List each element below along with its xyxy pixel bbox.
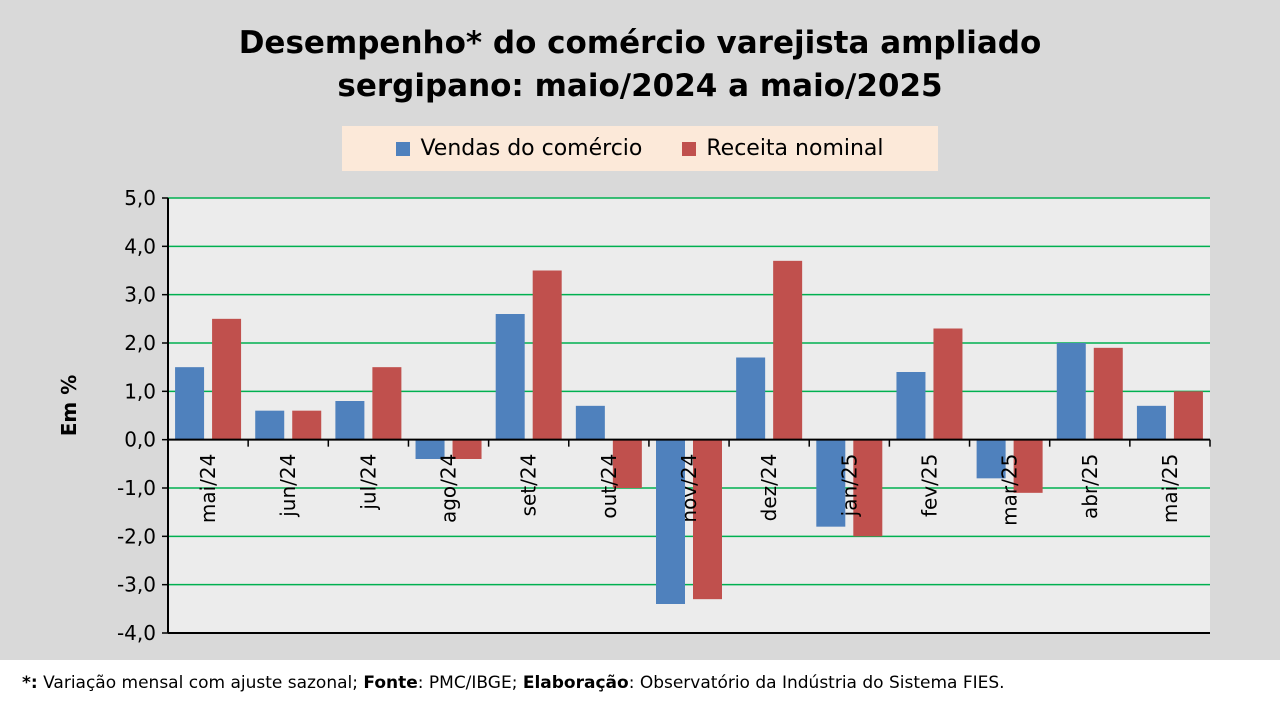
footnote-text-1: Variação mensal com ajuste sazonal; (37, 673, 364, 693)
x-tick-label: nov/24 (677, 454, 701, 523)
legend-swatch-vendas (396, 141, 411, 156)
x-tick-label: mar/25 (998, 454, 1022, 526)
x-tick-label: dez/24 (757, 454, 781, 522)
y-tick-label: 4,0 (124, 234, 156, 258)
bar-receita-nov-24 (693, 439, 722, 600)
bar-vendas-set-24 (495, 314, 525, 440)
y-tick-label: -2,0 (117, 524, 156, 548)
bar-receita-jul-24 (372, 367, 402, 440)
bar-receita-out-24 (612, 439, 642, 488)
legend-swatch-receita (682, 141, 697, 156)
bar-chart: 5,0 4,0 3,0 2,0 1,0 0,0 -1,0 -2,0 -3,0 -4,0 Em % ma… (57, 186, 1211, 645)
y-tick-label: 2,0 (124, 331, 156, 355)
y-tick-label: -1,0 (117, 476, 156, 500)
x-tick-label: fev/25 (917, 454, 941, 517)
legend-item-receita: Receita nominal (682, 136, 884, 161)
footnote-marker: *: (22, 673, 38, 693)
bar-vendas-nov-24 (656, 439, 685, 604)
bar-receita-mar-25 (1013, 439, 1043, 493)
bar-vendas-mai-24 (175, 367, 205, 440)
bar-receita-abr-25 (1093, 347, 1123, 440)
footnote-prepared-label: Elaboração (522, 673, 629, 693)
bar-receita-dez-24 (773, 260, 803, 440)
bar-vendas-mar-25 (976, 439, 1006, 479)
y-axis-title: Em % (57, 375, 81, 437)
bar-vendas-jul-24 (335, 401, 365, 440)
chart-title-line-1: Desempenho* do comércio varejista amplia… (238, 25, 1042, 61)
x-tick-label: mai/25 (1158, 454, 1182, 523)
bar-vendas-dez-24 (736, 357, 766, 440)
bar-vendas-jun-24 (255, 410, 285, 440)
footnote: *: Variação mensal com ajuste sazonal; F… (22, 673, 1005, 693)
bar-vendas-mai-25 (1136, 405, 1166, 440)
bar-receita-jan-25 (853, 439, 883, 537)
x-tick-label: jun/24 (276, 454, 300, 518)
bar-vendas-fev-25 (896, 372, 926, 440)
y-tick-label: 5,0 (124, 186, 156, 210)
legend-label-vendas: Vendas do comércio (420, 136, 643, 161)
y-tick-label: 3,0 (124, 283, 156, 307)
y-tick-label: 1,0 (124, 379, 156, 403)
bar-receita-fev-25 (933, 328, 963, 440)
plot-area (168, 198, 1210, 633)
bar-receita-jun-24 (292, 410, 322, 440)
x-tick-label: jul/24 (356, 454, 380, 511)
bar-vendas-abr-25 (1056, 343, 1086, 440)
y-tick-label: -3,0 (117, 573, 156, 597)
bar-vendas-ago-24 (415, 439, 445, 459)
x-tick-label: out/24 (597, 454, 621, 519)
bar-receita-mai-25 (1173, 391, 1203, 440)
bar-receita-set-24 (532, 270, 562, 440)
x-tick-label: jan/25 (837, 454, 861, 518)
x-tick-label: ago/24 (437, 454, 461, 523)
legend-label-receita: Receita nominal (706, 136, 884, 161)
legend-item-vendas: Vendas do comércio (396, 136, 642, 161)
chart-title-line-2: sergipano: maio/2024 a maio/2025 (337, 68, 943, 104)
bar-vendas-jan-25 (816, 439, 846, 527)
bar-receita-ago-24 (452, 439, 482, 459)
y-tick-label: -4,0 (117, 621, 156, 645)
footnote-text-3: : Observatório da Indústria do Sistema F… (628, 673, 1005, 693)
footnote-text-2: : PMC/IBGE; (417, 673, 523, 693)
x-tick-label: abr/25 (1078, 454, 1102, 519)
bar-receita-mai-24 (212, 318, 242, 440)
legend: Vendas do comércio Receita nominal (342, 126, 938, 171)
y-tick-label: 0,0 (124, 428, 156, 452)
chart-title: Desempenho* do comércio varejista amplia… (0, 22, 1280, 108)
x-tick-label: mai/24 (196, 454, 220, 523)
bar-vendas-out-24 (575, 405, 605, 440)
x-tick-label: set/24 (517, 454, 541, 517)
footnote-source-label: Fonte (363, 673, 418, 693)
